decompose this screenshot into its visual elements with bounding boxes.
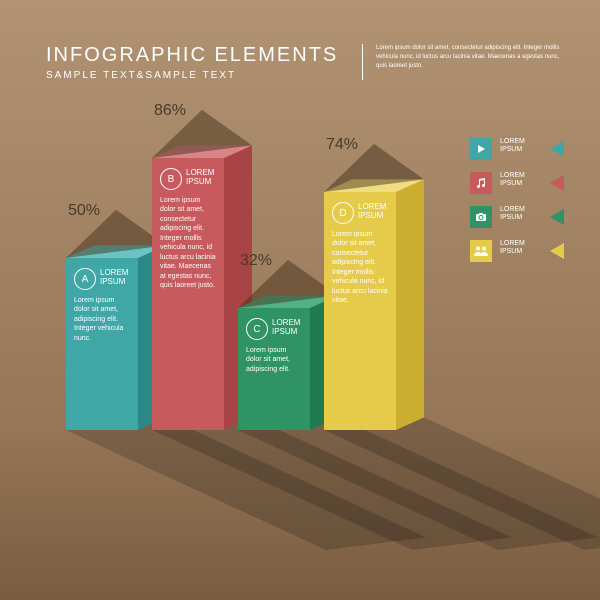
bar-pct-D: 74% [326, 136, 358, 154]
bar-letter-D: D [332, 202, 354, 224]
bar-lead-D: LOREM IPSUM [358, 202, 392, 220]
bar-peak-D [0, 0, 600, 600]
bar-D: 74% DLOREM IPSUM Lorem ipsum dolor sit ame… [0, 0, 600, 600]
bar-front-D [324, 192, 396, 430]
bar-body-D: Lorem ipsum dolor sit amet, consectetur … [332, 230, 388, 306]
